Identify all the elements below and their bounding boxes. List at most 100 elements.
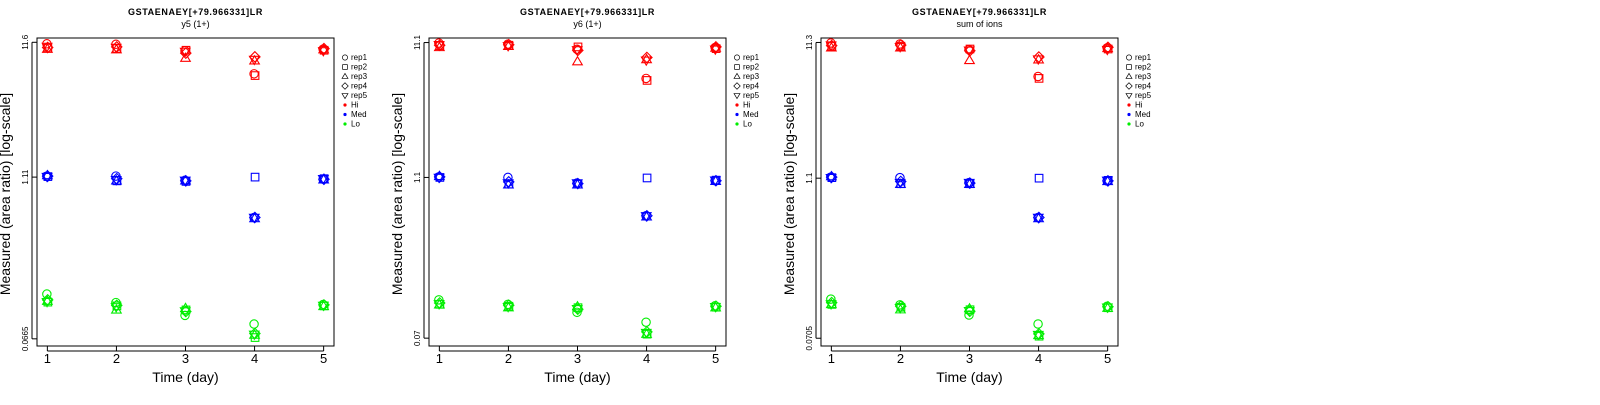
legend-label: Lo (1135, 120, 1144, 129)
legend-label: rep1 (351, 53, 368, 62)
legend-label: Lo (351, 120, 360, 129)
x-axis-label: Time (day) (544, 369, 610, 385)
legend-rep5-icon (1125, 93, 1133, 100)
data-point-med-rep5 (110, 176, 122, 186)
legend-label: Med (743, 110, 759, 119)
data-point-med-rep5 (709, 176, 722, 187)
data-point-hi-rep5 (709, 45, 722, 56)
legend-label: rep1 (743, 53, 760, 62)
y-tick-label: 11.6 (21, 34, 30, 50)
data-point-med-rep5 (1032, 213, 1045, 224)
legend-label: rep5 (351, 91, 368, 100)
data-point-lo-rep5 (571, 304, 583, 315)
data-point-hi-rep4 (640, 51, 653, 64)
x-tick-label: 3 (966, 351, 973, 366)
x-tick-label: 2 (897, 351, 904, 366)
data-point-hi-rep1 (1033, 71, 1043, 82)
data-point-med-rep2 (1034, 173, 1044, 183)
data-point-hi-rep5 (248, 55, 261, 66)
data-point-hi-rep5 (640, 56, 653, 67)
legend-rep4-icon (1125, 82, 1133, 90)
data-point-hi-rep5 (502, 42, 514, 52)
data-point-hi-rep3 (963, 54, 976, 65)
legend-label: rep4 (743, 82, 760, 91)
data-point-hi-rep4 (709, 40, 722, 53)
legend-label: rep2 (351, 63, 368, 72)
data-point-hi-rep4 (248, 50, 261, 63)
data-point-med-rep2 (250, 172, 260, 182)
data-point-hi-rep1 (641, 73, 651, 84)
legend-hi-dot (343, 103, 347, 107)
legend-label: rep4 (1135, 82, 1152, 91)
legend-lo-dot (735, 122, 739, 126)
data-point-hi-rep5 (963, 46, 975, 57)
data-point-hi-rep1 (249, 69, 259, 79)
data-point-lo-rep5 (894, 304, 906, 314)
legend-rep2-icon (734, 64, 740, 70)
data-point-med-rep5 (963, 178, 975, 189)
y-tick-label: 1.11 (21, 169, 30, 185)
plot-frame (428, 37, 727, 347)
legend-label: rep1 (1135, 53, 1152, 62)
data-point-med-rep5 (1101, 176, 1114, 187)
x-tick-label: 4 (1035, 351, 1042, 366)
data-point-hi-rep5 (1101, 45, 1114, 56)
data-point-hi-rep3 (571, 55, 584, 66)
data-point-lo-rep5 (179, 307, 191, 318)
x-tick-label: 2 (505, 351, 512, 366)
data-point-hi-rep2 (250, 71, 260, 80)
data-point-lo-rep5 (709, 303, 722, 313)
data-point-lo-rep5 (502, 303, 514, 313)
plot-frame (36, 37, 335, 347)
legend-med-dot (735, 112, 739, 117)
legend-rep2-icon (342, 64, 348, 70)
legend-rep1-icon (734, 54, 740, 61)
data-point-med-rep1 (895, 172, 905, 183)
legend-label: rep3 (351, 72, 368, 81)
legend-label: rep5 (743, 91, 760, 100)
legend-rep5-icon (341, 93, 349, 100)
legend-med-dot (343, 112, 347, 117)
legend-med-dot (1127, 112, 1131, 117)
chart-subtitle: sum of ions (956, 19, 1003, 29)
data-point-med-rep5 (640, 212, 653, 222)
legend-label: Hi (743, 101, 751, 110)
x-tick-label: 3 (574, 351, 581, 366)
data-point-lo-rep5 (110, 303, 122, 313)
data-point-lo-rep5 (825, 300, 837, 311)
chart-panel-1: GSTAENAEY[+79.966331]LR y5 (1+) 1 2 3 4 5 0.066… (0, 7, 368, 385)
legend-lo-dot (343, 122, 347, 126)
x-tick-label: 4 (643, 351, 650, 366)
data-point-med-rep5 (433, 173, 445, 184)
legend-rep3-icon (1125, 72, 1133, 79)
y-axis-label: Measured (area ratio) [log-scale] (781, 93, 797, 295)
legend-label: rep2 (743, 63, 760, 72)
data-point-hi-rep2 (1034, 74, 1044, 83)
y-axis-label: Measured (area ratio) [log-scale] (0, 93, 13, 295)
data-point-hi-rep5 (110, 43, 122, 54)
x-axis-label: Time (day) (936, 369, 1002, 385)
y-tick-label: 11.1 (413, 35, 422, 51)
data-point-lo-rep1 (249, 319, 259, 329)
legend-hi-dot (735, 103, 739, 107)
data-point-med-rep5 (317, 174, 330, 185)
data-point-lo-rep5 (1032, 330, 1045, 341)
legend-label: rep5 (1135, 91, 1152, 100)
legend-rep2-icon (1126, 64, 1132, 70)
chart-subtitle: y5 (1+) (181, 19, 209, 29)
data-point-hi-rep2 (642, 76, 652, 85)
data-point-lo-rep5 (317, 301, 330, 312)
legend-label: Hi (1135, 101, 1143, 110)
data-point-med-rep5 (571, 179, 583, 190)
data-point-lo-rep1 (641, 317, 651, 327)
legend-rep4-icon (341, 82, 349, 90)
data-point-hi-rep5 (1032, 55, 1045, 66)
legend-rep3-icon (341, 72, 349, 79)
data-point-med-rep5 (179, 176, 191, 187)
data-point-hi-rep5 (894, 43, 906, 53)
data-point-lo-rep1 (964, 310, 974, 320)
chart-panel-3: GSTAENAEY[+79.966331]LR sum of ions 1 2 3 4 5 0… (781, 7, 1152, 385)
chart-panel-2: GSTAENAEY[+79.966331]LR y6 (1+) 1 2 3 4 5 0.07 1… (389, 7, 760, 385)
